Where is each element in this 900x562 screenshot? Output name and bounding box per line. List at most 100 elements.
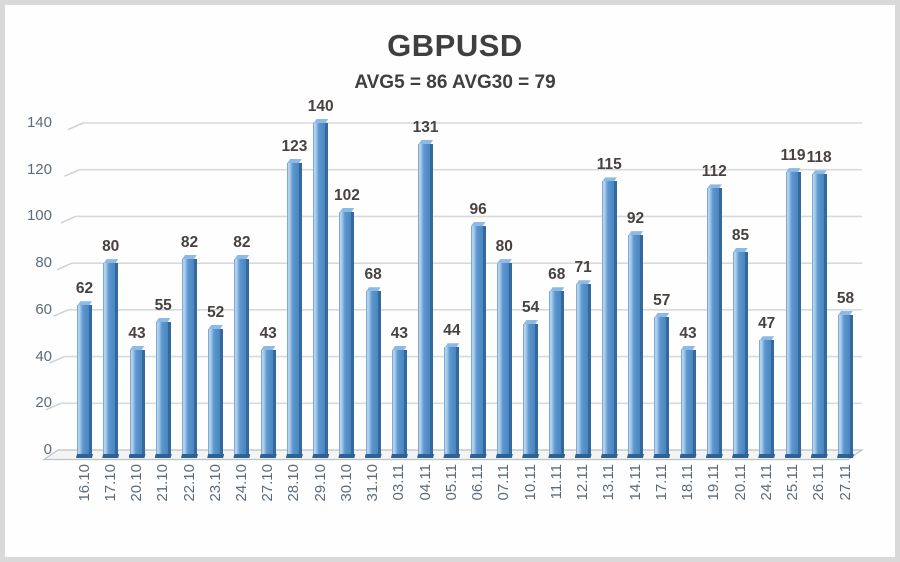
bar-base-face	[207, 454, 225, 458]
y-tick-label: 20	[35, 394, 52, 412]
bar-value-label: 43	[259, 324, 277, 342]
bar-side-face	[351, 211, 355, 454]
bar-base-face	[233, 454, 251, 458]
bar-body-face	[286, 162, 299, 454]
x-tick-label: 31.10	[364, 464, 382, 502]
bar-body-face	[444, 347, 457, 454]
bar-body-face	[260, 349, 273, 454]
bar	[233, 254, 251, 458]
bar-value-label: 80	[495, 238, 513, 256]
bar-side-face	[456, 347, 460, 454]
bar-base-face	[338, 453, 356, 458]
bar-top-face	[234, 254, 250, 260]
bar-base-face	[364, 453, 382, 458]
bar-body-face	[313, 123, 326, 454]
bar	[810, 170, 828, 458]
bar-body-face	[680, 349, 693, 454]
y-tick-label: 40	[35, 347, 52, 365]
bar-base-face	[627, 453, 644, 458]
bar-body-face	[759, 340, 772, 454]
bar-top-face	[129, 345, 145, 351]
bar-body-face	[785, 172, 798, 454]
x-tick-label: 16.10	[75, 464, 93, 502]
bar-value-label: 44	[443, 322, 461, 340]
bar-body-face	[365, 291, 378, 454]
x-tick-label: 03.11	[390, 464, 408, 501]
bar	[600, 177, 618, 458]
bar-body-face	[391, 349, 404, 454]
x-tick-label: 19.11	[705, 464, 723, 501]
bar-body-face	[628, 235, 640, 454]
bar-body-face	[208, 328, 221, 454]
x-tick-label: 07.11	[495, 464, 513, 501]
bar-base-face	[574, 453, 592, 458]
bar	[705, 184, 723, 458]
x-tick-label: 25.11	[784, 464, 801, 501]
bar-value-label: 43	[128, 324, 146, 342]
x-tick-label: 14.11	[626, 464, 644, 501]
x-tick-label: 27.11	[836, 464, 854, 501]
bar-top-face	[601, 177, 617, 183]
bar-side-face	[220, 328, 224, 454]
bar-top-face	[444, 343, 460, 349]
bar-base-face	[285, 453, 303, 458]
x-tick-label: 29.10	[311, 464, 329, 502]
bar-base-face	[837, 454, 854, 458]
x-tick-label: 06.11	[469, 464, 487, 501]
bar-base-face	[758, 453, 776, 458]
bar-base-face	[102, 453, 120, 458]
bar-top-face	[470, 221, 486, 227]
bar-side-face	[797, 172, 801, 454]
bar-body-face	[155, 321, 168, 454]
bar-value-label: 52	[207, 303, 225, 321]
bar-body-face	[601, 181, 614, 454]
bar-value-label: 62	[75, 280, 94, 298]
x-tick-label: 17.10	[101, 464, 119, 502]
bar-top-face	[313, 119, 329, 124]
bar	[758, 336, 776, 458]
bar-body-face	[654, 316, 667, 454]
bar	[102, 259, 120, 458]
bar-base-face	[653, 453, 671, 458]
bar-value-label: 43	[679, 324, 697, 342]
bar-body-face	[234, 258, 247, 454]
x-tick-label: 05.11	[442, 464, 460, 501]
bar-side-face	[167, 321, 171, 454]
bar-side-face	[377, 291, 381, 454]
y-tick-label: 80	[35, 254, 52, 272]
bar-top-face	[286, 158, 302, 164]
bar-value-label: 82	[180, 233, 199, 251]
bar-side-face	[482, 225, 486, 454]
y-tick-label: 60	[35, 300, 52, 318]
bar-base-face	[443, 453, 461, 458]
bar-base-face	[181, 454, 198, 458]
x-tick-label: 30.10	[337, 464, 355, 502]
bar-value-label: 71	[574, 259, 592, 277]
x-tick-label: 24.10	[232, 464, 250, 502]
bar-side-face	[692, 349, 696, 454]
y-tick-label: 100	[26, 207, 52, 225]
bar-body-face	[418, 144, 431, 454]
bar-base-face	[128, 453, 146, 458]
bar-value-label: 140	[307, 98, 334, 115]
bar-side-face	[430, 144, 434, 454]
bar-side-face	[115, 263, 119, 454]
bar-side-face	[141, 349, 145, 454]
x-tick-label: 11.11	[547, 464, 565, 500]
bar-value-label: 92	[626, 210, 645, 228]
bar-body-face	[733, 251, 745, 454]
bar-value-label: 58	[836, 289, 855, 307]
x-tick-label: 27.10	[259, 464, 277, 502]
bar	[574, 280, 592, 458]
bar-top-face	[575, 280, 591, 286]
bar-value-label: 68	[364, 266, 382, 284]
bar-side-face	[508, 263, 512, 454]
bar-top-face	[365, 287, 381, 293]
bar-value-label: 85	[731, 226, 750, 244]
bar-value-label: 54	[521, 298, 540, 316]
bar-value-label: 43	[390, 324, 409, 342]
bar	[312, 119, 330, 458]
bar-side-face	[246, 258, 250, 454]
bar-base-face	[495, 453, 513, 458]
bar-body-face	[182, 258, 194, 454]
